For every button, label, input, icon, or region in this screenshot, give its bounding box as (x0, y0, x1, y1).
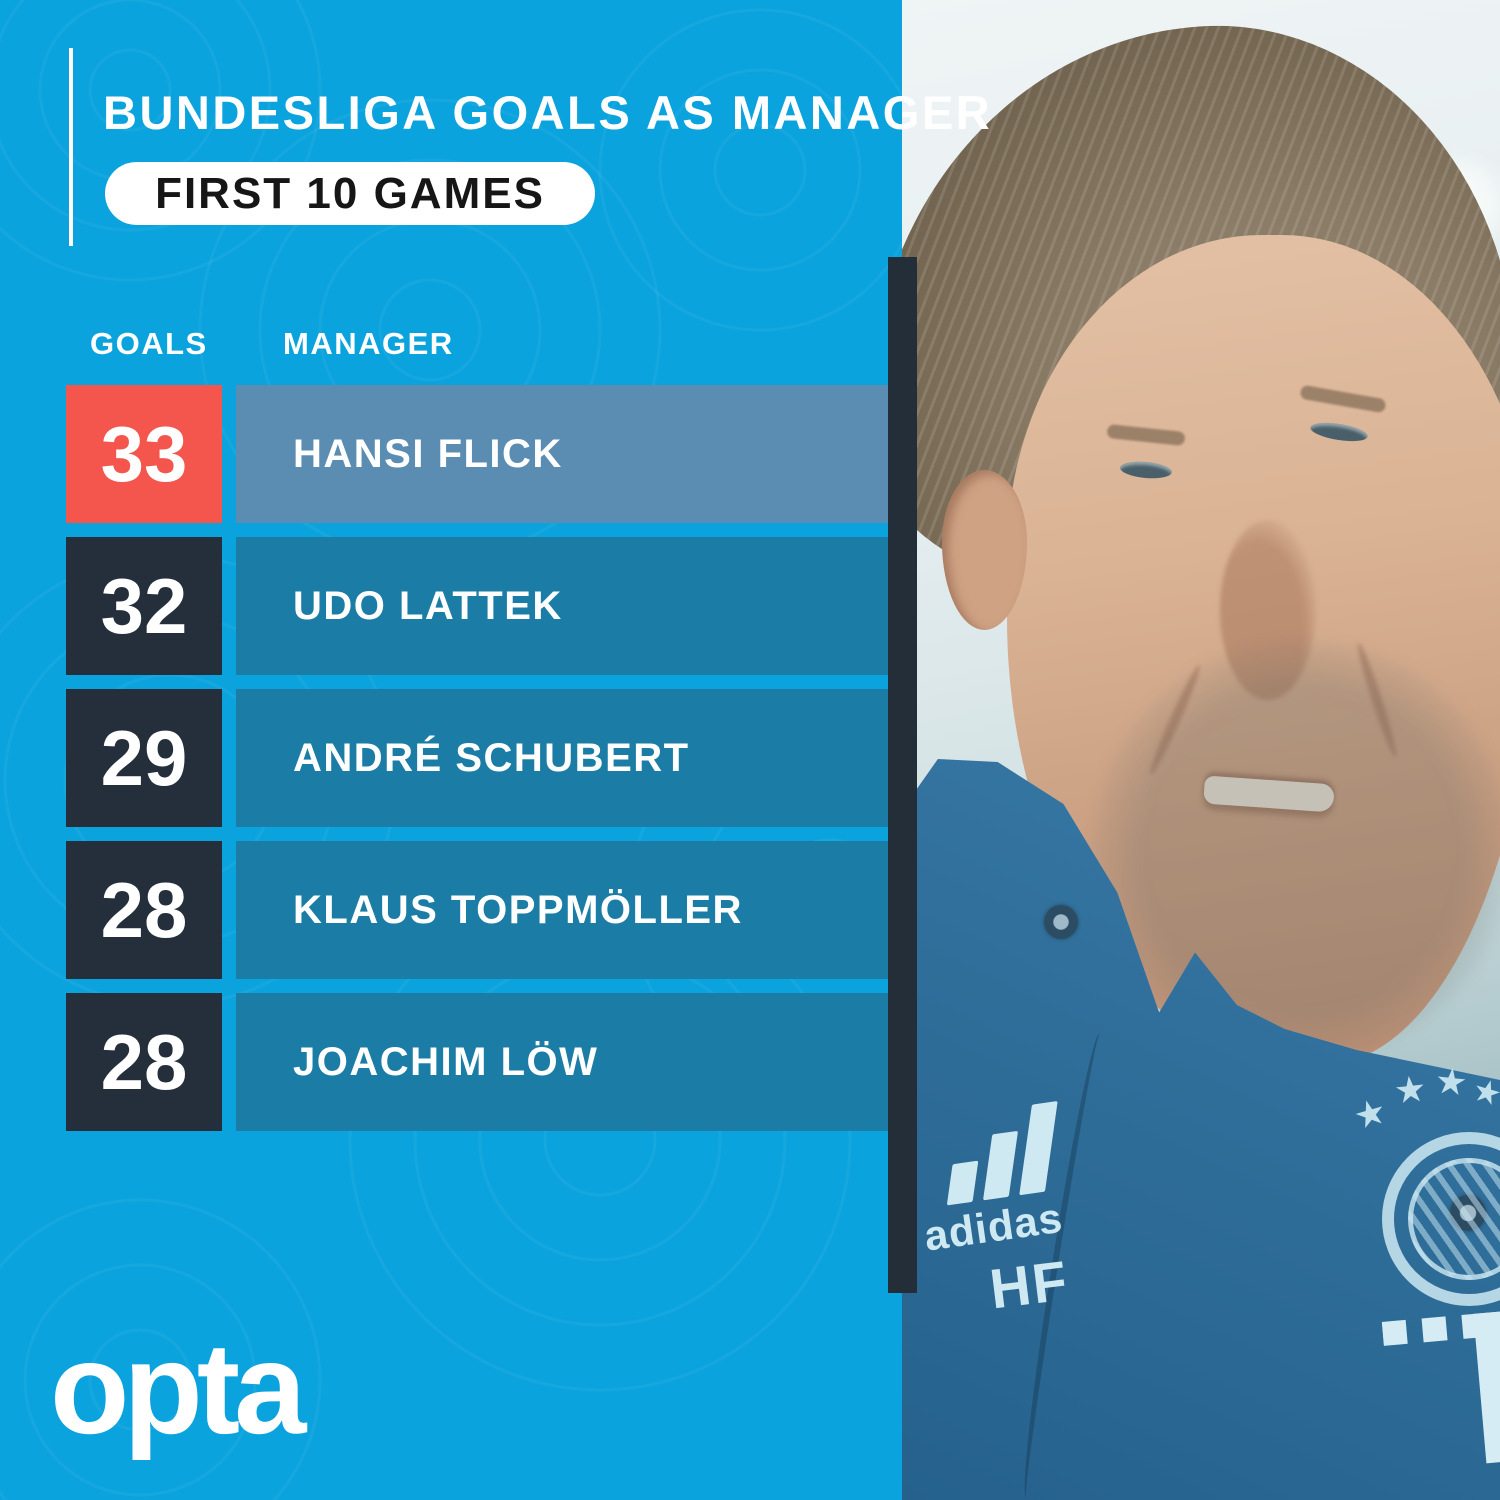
goals-value: 33 (100, 409, 188, 498)
column-header-goals: GOALS (90, 326, 208, 361)
subtitle-badge: FIRST 10 GAMES (105, 162, 595, 225)
manager-cell: ANDRÉ SCHUBERT (236, 689, 888, 827)
manager-name: KLAUS TOPPMÖLLER (293, 887, 743, 932)
table-row: 33 HANSI FLICK (66, 385, 888, 523)
column-header-manager: MANAGER (283, 326, 454, 361)
page-title: BUNDESLIGA GOALS AS MANAGER (103, 86, 993, 139)
title-accent-line (69, 48, 73, 246)
table-row: 29 ANDRÉ SCHUBERT (66, 689, 888, 827)
manager-cell: JOACHIM LÖW (236, 993, 888, 1131)
goals-cell: 28 (66, 841, 222, 979)
manager-cell: KLAUS TOPPMÖLLER (236, 841, 888, 979)
table-row: 32 UDO LATTEK (66, 537, 888, 675)
manager-name: ANDRÉ SCHUBERT (293, 735, 690, 780)
goals-cell: 28 (66, 993, 222, 1131)
star-icon: ★ (1432, 1059, 1470, 1104)
goals-cell: 29 (66, 689, 222, 827)
star-icon: ★ (1391, 1067, 1429, 1112)
goals-cell: 33 (66, 385, 222, 523)
manager-photo: adidas HF ★ ★ ★ ★ (902, 0, 1500, 1500)
goals-value: 28 (100, 1017, 188, 1106)
table-backdrop-strip (888, 257, 917, 1293)
goals-cell: 32 (66, 537, 222, 675)
portrait-stubble (1092, 640, 1500, 1060)
manager-name: JOACHIM LÖW (293, 1039, 599, 1084)
jacket-snap-button (1044, 905, 1078, 939)
table-row: 28 JOACHIM LÖW (66, 993, 888, 1131)
opta-logo: opta (50, 1315, 306, 1461)
goals-value: 28 (100, 865, 188, 954)
manager-name: UDO LATTEK (293, 583, 563, 628)
manager-cell: UDO LATTEK (236, 537, 888, 675)
telekom-t-icon (1381, 1310, 1500, 1464)
manager-name: HANSI FLICK (293, 431, 563, 476)
subtitle-badge-label: FIRST 10 GAMES (155, 168, 545, 218)
goals-value: 32 (100, 561, 188, 650)
portrait-ear (942, 470, 1027, 630)
goals-value: 29 (100, 713, 188, 802)
manager-cell: HANSI FLICK (236, 385, 888, 523)
portrait-nose (1220, 520, 1316, 700)
table-row: 28 KLAUS TOPPMÖLLER (66, 841, 888, 979)
jacket-initials: HF (986, 1248, 1073, 1321)
